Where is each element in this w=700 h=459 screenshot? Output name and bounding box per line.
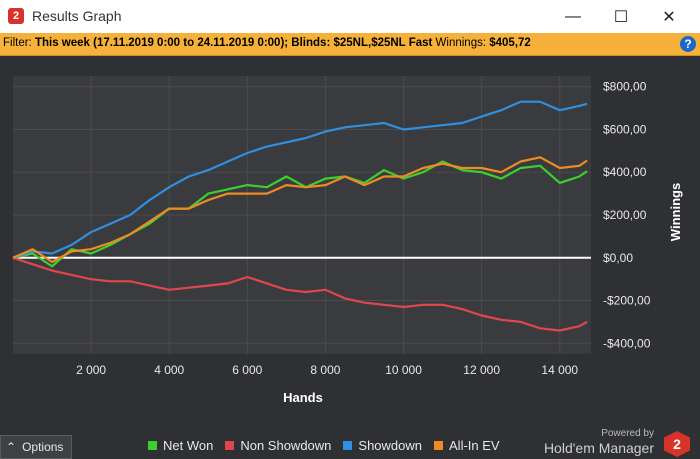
maximize-icon: ☐ — [613, 8, 629, 26]
series-line-non-showdown — [12, 256, 588, 332]
legend-item-showdown[interactable]: Showdown — [343, 438, 422, 453]
legend-label: All-In EV — [449, 438, 500, 453]
y-tick-label: $200,00 — [603, 208, 647, 222]
legend-item-non-showdown[interactable]: Non Showdown — [225, 438, 331, 453]
filter-bar[interactable]: Filter: This week (17.11.2019 0:00 to 24… — [0, 33, 700, 56]
x-tick-label: 4 000 — [154, 363, 184, 377]
window-title: Results Graph — [32, 8, 122, 24]
minimize-button[interactable]: — — [550, 0, 596, 33]
winnings-value: $405,72 — [489, 37, 531, 49]
x-tick-label: 2 000 — [76, 363, 106, 377]
filter-description: This week (17.11.2019 0:00 to 24.11.2019… — [34, 37, 433, 49]
title-bar: 2 Results Graph — ☐ ✕ — [0, 0, 700, 33]
caret-up-icon: ⌃ — [6, 440, 17, 454]
series-lines — [12, 100, 588, 332]
x-tick-label: 12 000 — [463, 363, 500, 377]
series-line-showdown — [12, 100, 588, 259]
options-label: Options — [22, 440, 64, 454]
legend-swatch — [434, 441, 444, 450]
powered-by-text: Powered by — [601, 428, 654, 439]
app-logo-icon: 2 — [8, 8, 24, 24]
legend-item-net-won[interactable]: Net Won — [148, 438, 213, 453]
axis-ticks: 2 000 4 000 6 000 8 000 10 000 12 000 14 000 $8… — [76, 80, 651, 377]
y-tick-label: -$200,00 — [603, 294, 651, 308]
legend: Net Won Non Showdown Showdown All-In EV — [148, 438, 500, 453]
y-tick-label: $0,00 — [603, 251, 633, 265]
options-button[interactable]: ⌃ Options — [0, 435, 72, 459]
filter-text: Filter: This week (17.11.2019 0:00 to 24… — [3, 37, 531, 49]
x-axis-label: Hands — [283, 390, 323, 405]
y-tick-label: $400,00 — [603, 165, 647, 179]
legend-label: Net Won — [163, 438, 214, 453]
y-axis-label: Winnings — [668, 183, 683, 241]
grid-lines — [13, 76, 591, 354]
legend-swatch — [148, 441, 157, 450]
x-tick-label: 10 000 — [385, 363, 422, 377]
filter-prefix: Filter: — [3, 37, 32, 49]
y-tick-label: $600,00 — [603, 122, 647, 136]
x-tick-label: 8 000 — [310, 363, 340, 377]
legend-item-all-in-ev[interactable]: All-In EV — [434, 438, 500, 453]
minimize-icon: — — [565, 7, 581, 25]
brand-name: Hold'em Manager — [543, 440, 654, 456]
legend-swatch — [225, 441, 235, 450]
legend-label: Showdown — [358, 438, 423, 453]
close-icon: ✕ — [662, 8, 676, 26]
x-tick-label: 6 000 — [232, 363, 262, 377]
legend-label: Non Showdown — [240, 438, 332, 453]
close-button[interactable]: ✕ — [646, 0, 692, 33]
y-tick-label: $800,00 — [603, 80, 647, 94]
brand-logo-icon: 2 — [664, 431, 690, 457]
series-line-all-in-ev — [12, 156, 588, 264]
winnings-label: Winnings: — [435, 37, 487, 49]
legend-swatch — [343, 441, 353, 450]
maximize-button[interactable]: ☐ — [598, 0, 644, 33]
x-tick-label: 14 000 — [541, 363, 578, 377]
y-tick-label: -$400,00 — [603, 336, 651, 350]
help-icon[interactable]: ? — [680, 36, 696, 52]
